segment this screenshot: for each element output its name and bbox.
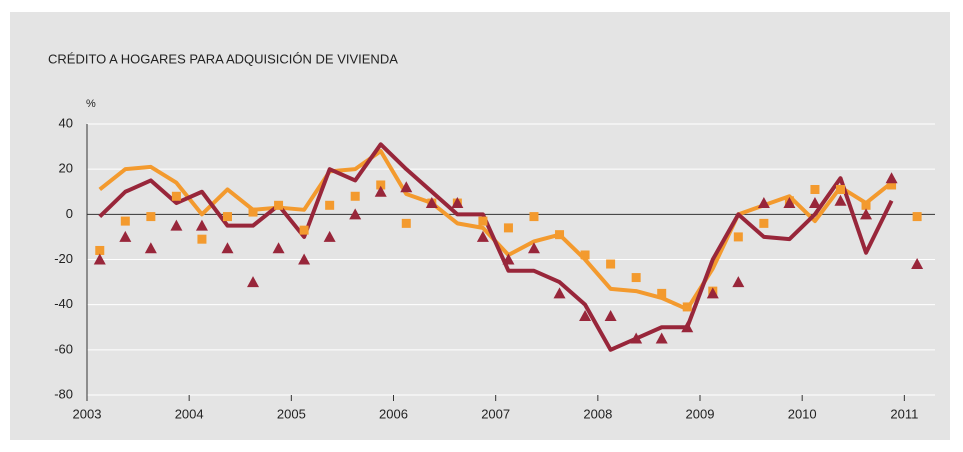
square-marker bbox=[682, 302, 692, 312]
x-tick-label: 2007 bbox=[481, 406, 510, 421]
square-marker bbox=[376, 180, 386, 190]
triangle-marker bbox=[400, 181, 413, 193]
triangle-marker bbox=[144, 242, 157, 254]
square-marker bbox=[835, 184, 845, 194]
x-tick-label: 2003 bbox=[73, 406, 102, 421]
y-tick-label: -80 bbox=[54, 386, 73, 401]
square-marker bbox=[912, 212, 922, 222]
triangle-marker bbox=[298, 253, 311, 265]
y-tick-label: 20 bbox=[59, 161, 73, 176]
triangle-marker bbox=[630, 332, 643, 344]
chart-title: CRÉDITO A HOGARES PARA ADQUISICIÓN DE VI… bbox=[48, 51, 398, 66]
square-marker bbox=[759, 218, 769, 228]
triangle-marker bbox=[860, 208, 873, 220]
square-marker bbox=[580, 250, 590, 260]
y-tick-label: -20 bbox=[54, 251, 73, 266]
y-tick-label: 0 bbox=[66, 206, 73, 221]
square-marker bbox=[887, 180, 897, 190]
y-tick-label: 40 bbox=[59, 115, 73, 130]
triangle-marker bbox=[195, 219, 208, 231]
triangle-marker bbox=[323, 230, 336, 242]
y-tick-label: -60 bbox=[54, 341, 73, 356]
x-tick-label: 2009 bbox=[686, 406, 715, 421]
x-tick-label: 2011 bbox=[890, 406, 918, 421]
triangle-marker bbox=[425, 197, 438, 209]
triangle-marker bbox=[783, 197, 796, 209]
y-tick-label: -40 bbox=[54, 296, 73, 311]
triangle-marker bbox=[374, 185, 387, 197]
square-marker bbox=[401, 218, 411, 228]
triangle-marker bbox=[757, 197, 770, 209]
square-marker bbox=[171, 191, 181, 201]
line-series bbox=[98, 142, 894, 352]
square-marker bbox=[248, 207, 258, 217]
square-marker bbox=[120, 216, 130, 226]
triangle-marker bbox=[527, 242, 540, 254]
square-marker bbox=[529, 212, 539, 222]
square-marker bbox=[733, 232, 743, 242]
square-marker bbox=[274, 200, 284, 210]
triangle-marker bbox=[119, 230, 132, 242]
x-tick-label: 2004 bbox=[175, 406, 204, 421]
y-unit: % bbox=[86, 98, 96, 110]
square-marker bbox=[95, 245, 105, 255]
triangle-marker bbox=[502, 253, 515, 265]
square-marker bbox=[606, 259, 616, 269]
triangle-marker bbox=[221, 242, 234, 254]
triangle-marker bbox=[553, 287, 566, 299]
triangle-marker bbox=[885, 172, 898, 184]
square-marker bbox=[350, 191, 360, 201]
square-marker bbox=[810, 184, 820, 194]
square-marker bbox=[325, 200, 335, 210]
square-marker bbox=[197, 234, 207, 244]
triangle-marker bbox=[451, 197, 464, 209]
x-tick-label: 2010 bbox=[788, 406, 817, 421]
triangle-marker bbox=[272, 242, 285, 254]
triangle-marker bbox=[655, 332, 668, 344]
square-marker bbox=[631, 273, 641, 283]
triangle-marker bbox=[681, 321, 694, 333]
square-marker bbox=[861, 200, 871, 210]
square-marker bbox=[299, 225, 309, 235]
triangle-marker bbox=[911, 258, 924, 270]
x-tick-label: 2005 bbox=[277, 406, 306, 421]
triangle-marker bbox=[834, 194, 847, 206]
triangle-marker bbox=[808, 197, 821, 209]
x-tick-label: 2008 bbox=[583, 406, 612, 421]
triangle-marker bbox=[247, 276, 260, 288]
x-tick-label: 2006 bbox=[379, 406, 408, 421]
square-marker bbox=[146, 212, 156, 222]
triangle-marker bbox=[579, 309, 592, 321]
square-marker bbox=[503, 223, 513, 233]
square-marker bbox=[657, 288, 667, 298]
triangle-marker bbox=[732, 276, 745, 288]
triangle-marker bbox=[604, 309, 617, 321]
triangle-marker bbox=[476, 230, 489, 242]
triangle-marker bbox=[706, 287, 719, 299]
square-marker bbox=[555, 230, 565, 240]
square-marker bbox=[478, 216, 488, 226]
triangle-marker bbox=[349, 208, 362, 220]
square-marker bbox=[222, 212, 232, 222]
triangle-marker bbox=[93, 253, 106, 265]
triangle-marker bbox=[170, 219, 183, 231]
